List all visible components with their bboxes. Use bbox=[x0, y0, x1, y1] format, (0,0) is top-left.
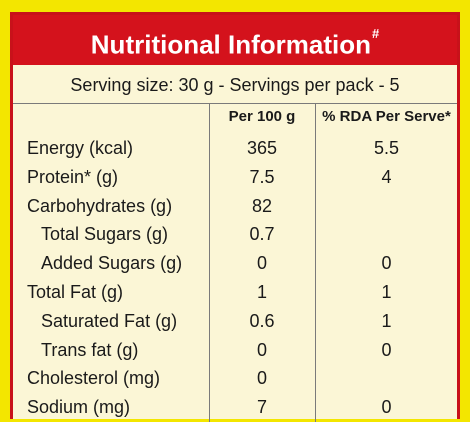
column-divider-2 bbox=[315, 103, 316, 422]
table-row: Added Sugars (g) 0 0 bbox=[13, 249, 457, 278]
title-mark: # bbox=[371, 26, 380, 41]
rda-value: 1 bbox=[381, 310, 392, 331]
rda-value: 0 bbox=[381, 397, 392, 418]
nutrient-label: Trans fat (g) bbox=[41, 339, 139, 360]
table-row: Cholesterol (mg) 0 bbox=[13, 364, 457, 393]
per-100g-value: 1 bbox=[256, 282, 267, 302]
nutrient-label: Protein* (g) bbox=[27, 166, 119, 187]
serving-info: Serving size: 30 g - Servings per pack -… bbox=[70, 75, 400, 95]
per-100g-value: 7.5 bbox=[249, 166, 275, 187]
rda-value: 0 bbox=[381, 339, 392, 360]
per-100g-value: 0 bbox=[256, 339, 267, 360]
per-100g-value: 365 bbox=[246, 138, 278, 158]
nutrient-label: Added Sugars (g) bbox=[41, 253, 183, 274]
nutrient-label: Sodium (mg) bbox=[27, 397, 131, 418]
table-row: Energy (kcal) 365 5.5 bbox=[13, 134, 457, 163]
panel-title: Nutritional Information# bbox=[13, 15, 457, 65]
nutrient-label: Carbohydrates (g) bbox=[27, 195, 173, 216]
per-100g-value: 0 bbox=[256, 368, 267, 389]
divider-top bbox=[13, 103, 457, 104]
rda-value: 1 bbox=[381, 282, 392, 302]
table-row: Sodium (mg) 7 0 bbox=[13, 393, 457, 422]
per-100g-value: 0 bbox=[256, 253, 267, 274]
column-divider-1 bbox=[209, 103, 210, 422]
table-row: Protein* (g) 7.5 4 bbox=[13, 163, 457, 192]
nutrient-label: Saturated Fat (g) bbox=[41, 310, 178, 331]
table-row: Saturated Fat (g) 0.6 1 bbox=[13, 307, 457, 336]
rda-value: 0 bbox=[381, 253, 392, 274]
table-row: Trans fat (g) 0 0 bbox=[13, 336, 457, 365]
per-100g-value: 0.6 bbox=[249, 310, 275, 331]
nutrient-label: Total Fat (g) bbox=[27, 282, 124, 302]
table-row: Total Sugars (g) 0.7 bbox=[13, 220, 457, 249]
table-row: Total Fat (g) 1 1 bbox=[13, 278, 457, 307]
rda-value: 5.5 bbox=[373, 138, 400, 158]
column-header-rda: % RDA Per Serve* bbox=[322, 108, 451, 125]
nutrient-label: Energy (kcal) bbox=[27, 138, 134, 158]
nutrient-label: Total Sugars (g) bbox=[41, 224, 169, 245]
per-100g-value: 7 bbox=[256, 397, 267, 418]
nutrition-panel: Nutritional Information# Serving size: 3… bbox=[10, 12, 460, 422]
rda-value: 4 bbox=[381, 166, 392, 187]
per-100g-value: 0.7 bbox=[249, 224, 275, 245]
table-row: Carbohydrates (g) 82 bbox=[13, 192, 457, 221]
title-text: Nutritional Information bbox=[90, 29, 371, 60]
nutrient-label: Cholesterol (mg) bbox=[27, 368, 161, 389]
column-header-per-100g: Per 100 g bbox=[228, 108, 296, 125]
per-100g-value: 82 bbox=[251, 195, 273, 216]
